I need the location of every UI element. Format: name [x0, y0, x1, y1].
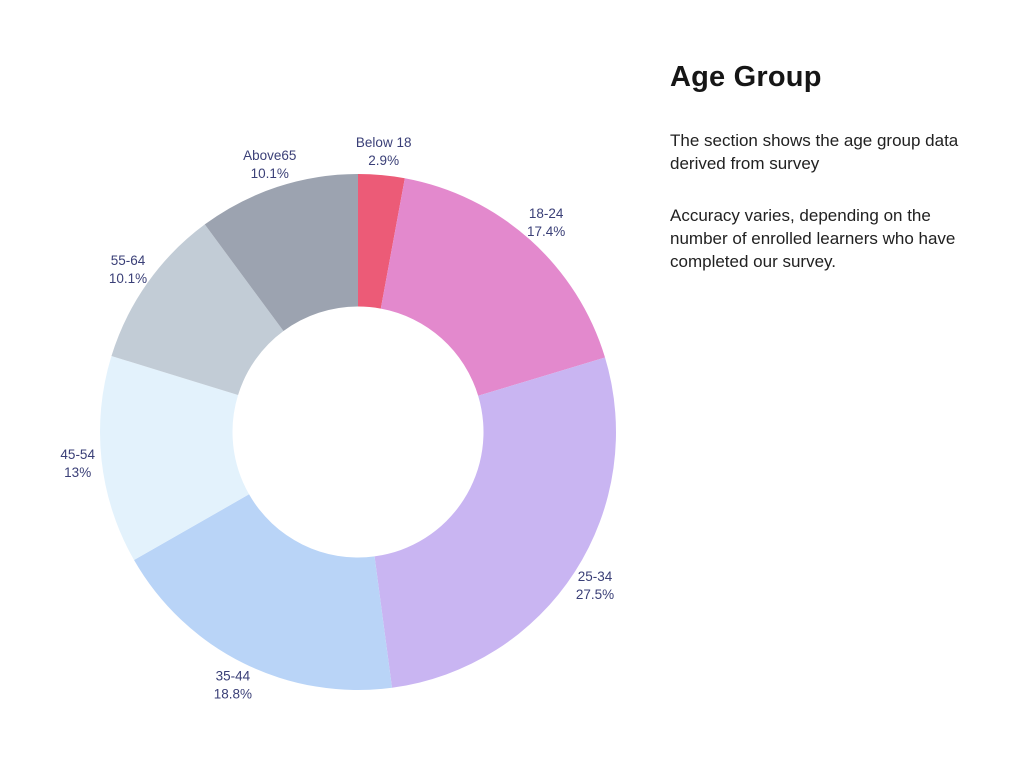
donut-segment-35-44[interactable] [134, 494, 393, 691]
segment-label-below-18: Below 18 2.9% [356, 135, 412, 168]
donut-segment-below-18[interactable] [358, 174, 405, 309]
chart-description-panel: Age Group The section shows the age grou… [670, 58, 972, 273]
donut-segment-55-64[interactable] [111, 224, 284, 396]
segment-label-45-54: 45-54 13% [60, 447, 95, 480]
donut-segment-45-54[interactable] [100, 355, 250, 561]
segment-label-35-44: 35-44 18.8% [214, 669, 252, 702]
segment-label-18-24: 18-24 17.4% [527, 206, 565, 239]
donut-segment-25-34[interactable] [374, 357, 616, 688]
donut-segment-18-24[interactable] [380, 178, 606, 396]
page-title: Age Group [670, 61, 822, 93]
chart-description-secondary: Accuracy varies, depending on the number… [670, 206, 956, 271]
segment-label-above65: Above65 10.1% [243, 148, 296, 181]
segment-label-55-64: 55-64 10.1% [109, 253, 147, 286]
donut-segment-above65[interactable] [204, 174, 358, 332]
segment-label-25-34: 25-34 27.5% [576, 569, 614, 602]
chart-description-primary: The section shows the age group data der… [670, 131, 959, 173]
